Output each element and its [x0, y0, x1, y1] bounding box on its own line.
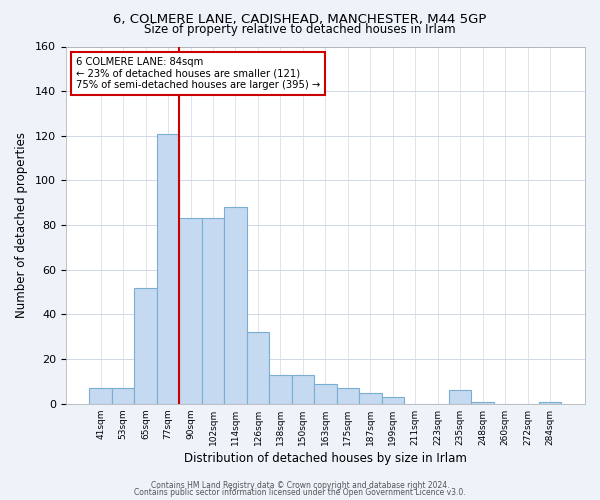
X-axis label: Distribution of detached houses by size in Irlam: Distribution of detached houses by size …: [184, 452, 467, 465]
Bar: [337, 388, 359, 404]
Bar: [202, 218, 224, 404]
Bar: [314, 384, 337, 404]
Bar: [89, 388, 112, 404]
Text: 6, COLMERE LANE, CADISHEAD, MANCHESTER, M44 5GP: 6, COLMERE LANE, CADISHEAD, MANCHESTER, …: [113, 12, 487, 26]
Bar: [224, 208, 247, 404]
Bar: [382, 397, 404, 404]
Bar: [359, 392, 382, 404]
Bar: [449, 390, 472, 404]
Bar: [247, 332, 269, 404]
Bar: [179, 218, 202, 404]
Text: Contains public sector information licensed under the Open Government Licence v3: Contains public sector information licen…: [134, 488, 466, 497]
Bar: [472, 402, 494, 404]
Bar: [157, 134, 179, 404]
Text: 6 COLMERE LANE: 84sqm
← 23% of detached houses are smaller (121)
75% of semi-det: 6 COLMERE LANE: 84sqm ← 23% of detached …: [76, 57, 320, 90]
Bar: [112, 388, 134, 404]
Bar: [292, 375, 314, 404]
Bar: [539, 402, 562, 404]
Bar: [134, 288, 157, 404]
Text: Size of property relative to detached houses in Irlam: Size of property relative to detached ho…: [144, 22, 456, 36]
Bar: [269, 375, 292, 404]
Y-axis label: Number of detached properties: Number of detached properties: [15, 132, 28, 318]
Text: Contains HM Land Registry data © Crown copyright and database right 2024.: Contains HM Land Registry data © Crown c…: [151, 480, 449, 490]
